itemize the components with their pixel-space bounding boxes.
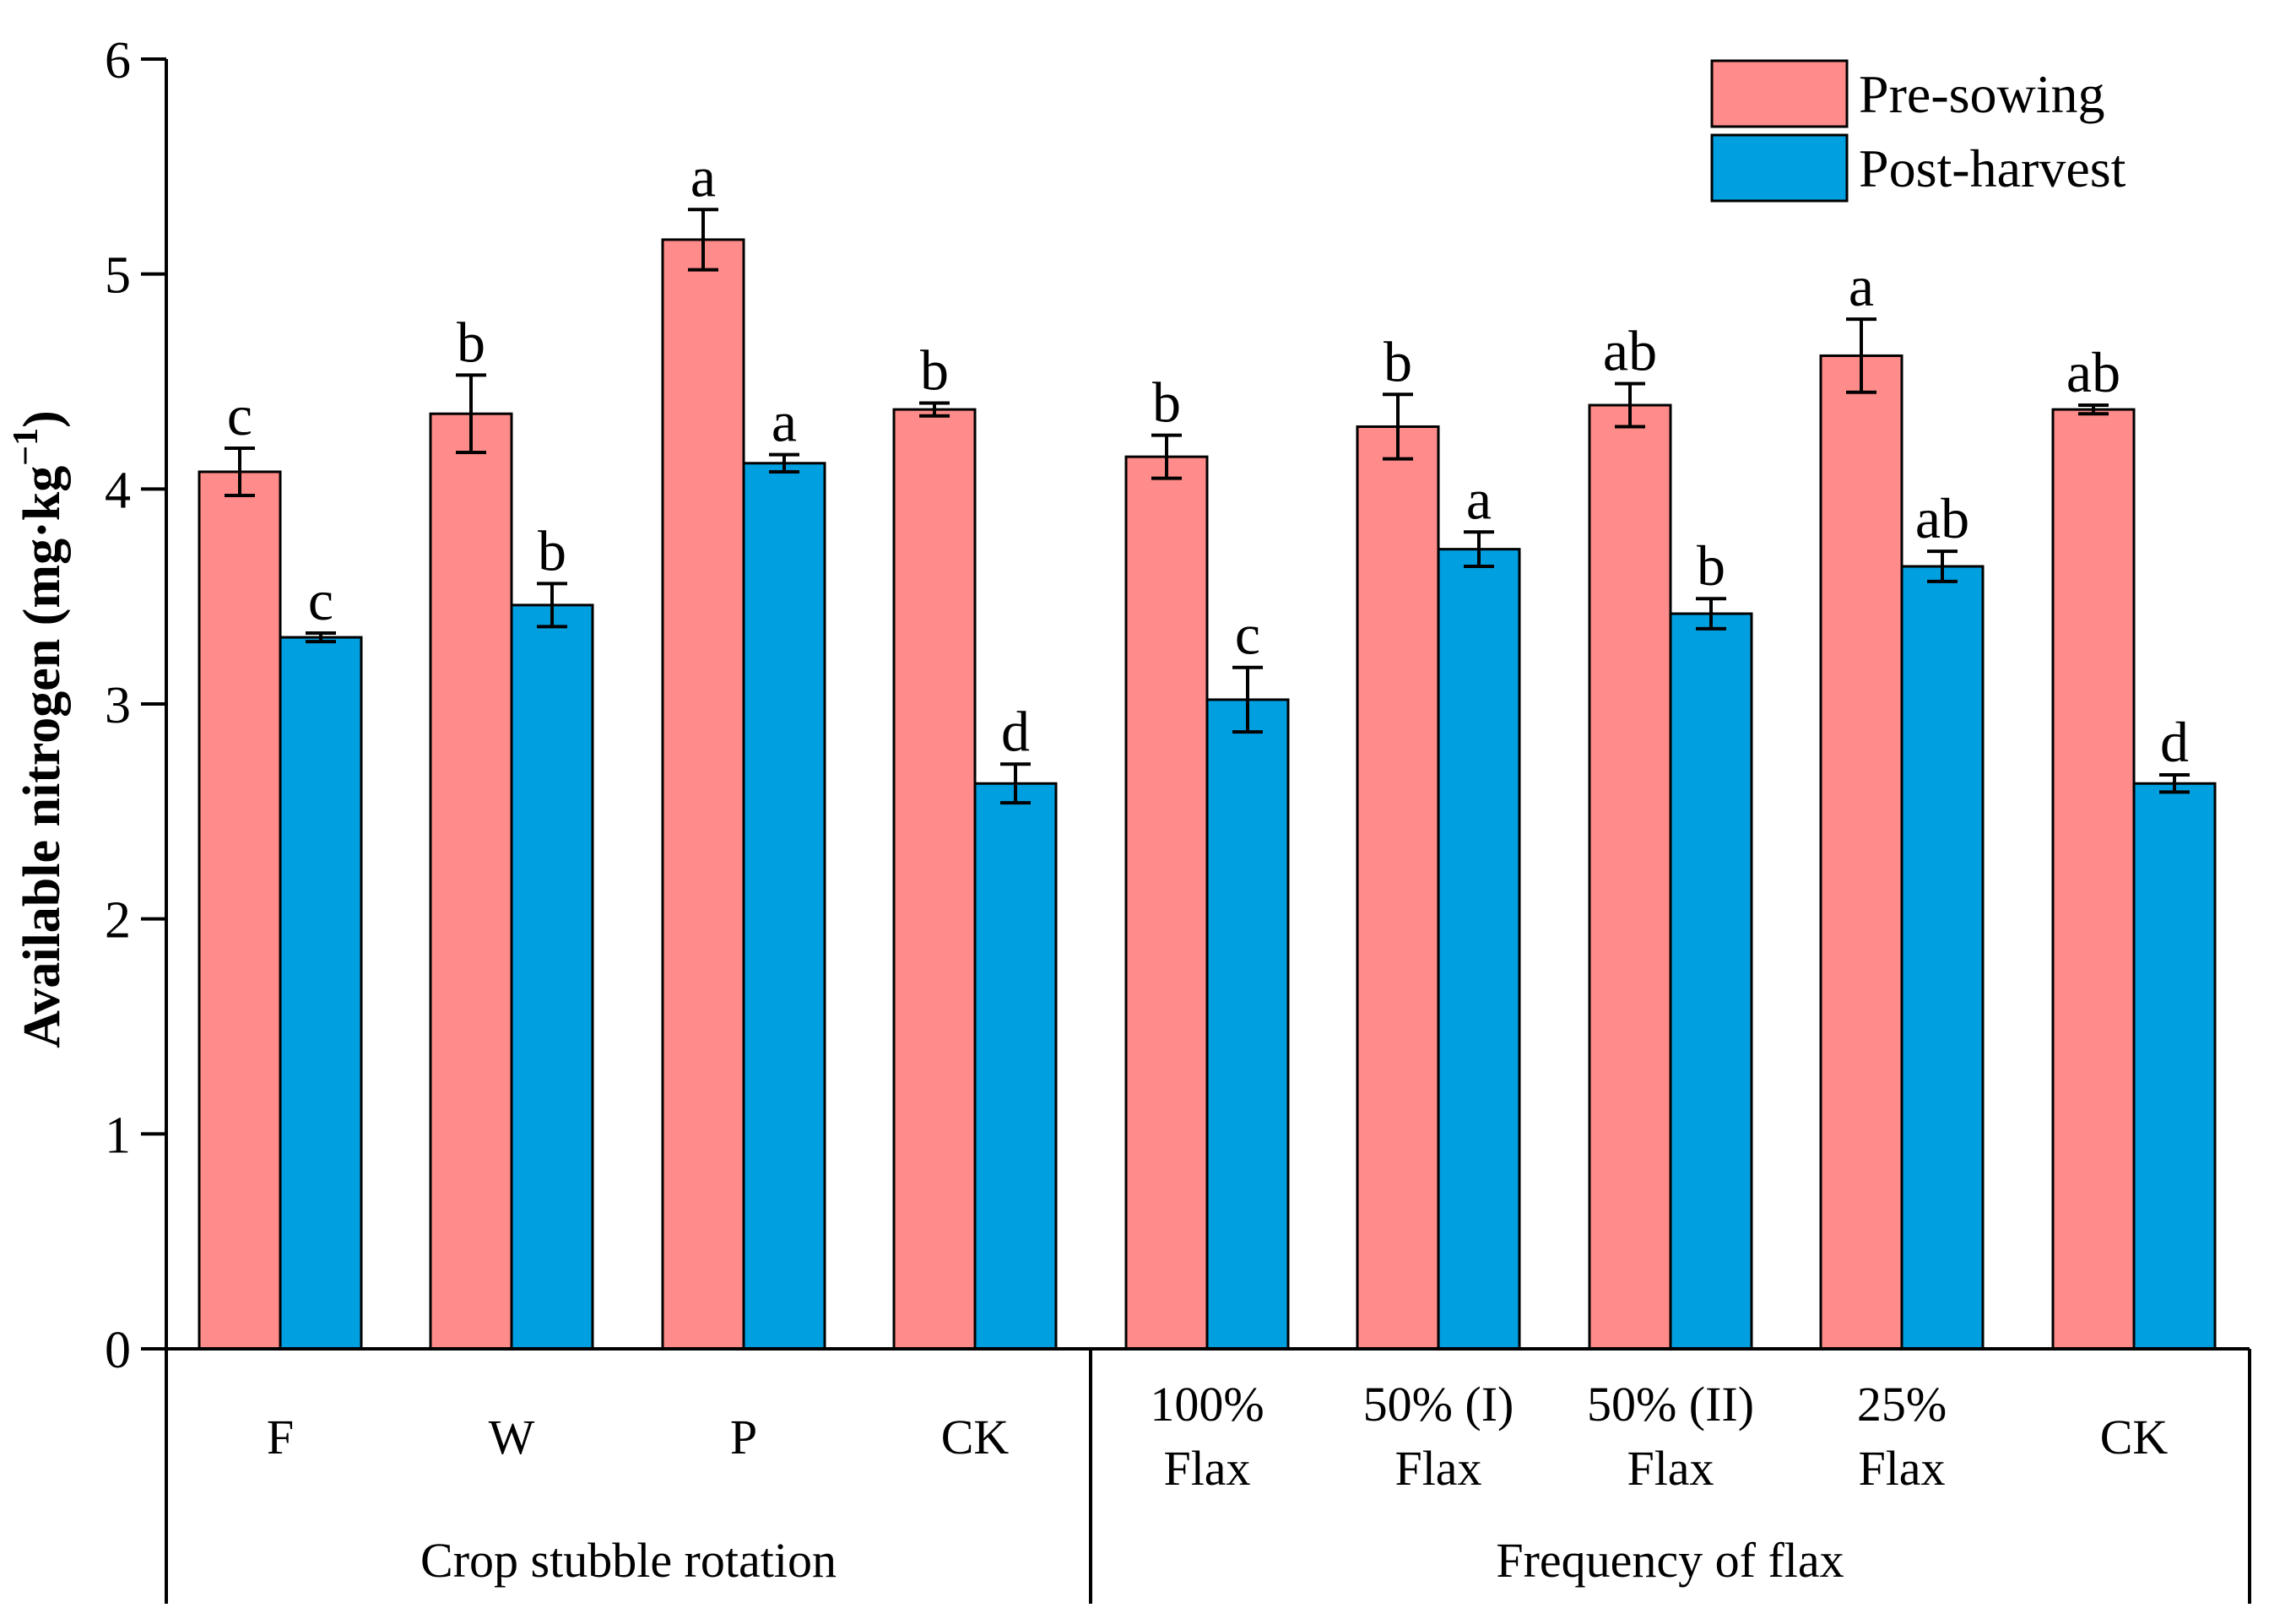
bar-pre-sowing-1 (429, 412, 513, 1351)
y-axis-title-close: ) (14, 410, 71, 428)
category-label-2: P (730, 1410, 757, 1464)
error-bar-post-7 (1927, 549, 1958, 583)
error-bar-post-2 (769, 452, 799, 474)
bar-post-harvest-6 (1669, 612, 1753, 1351)
error-bar-post-1 (537, 582, 567, 629)
error-bar-post-5 (1464, 530, 1494, 569)
category-label-6-line1: 50% (II) (1587, 1377, 1754, 1432)
category-label-3: CK (941, 1410, 1010, 1464)
bar-pre-sowing-7 (1819, 354, 1903, 1351)
bar-pre-sowing-6 (1588, 403, 1672, 1351)
y-axis-title: Available nitrogen (mg·kg−1) (7, 410, 71, 1048)
y-tick-label-2: 2 (105, 892, 131, 950)
error-bar-post-3 (1000, 762, 1031, 805)
significance-letter-pre-2: a (690, 144, 716, 208)
error-bar-pre-1 (456, 373, 486, 455)
bar-post-harvest-1 (510, 604, 594, 1351)
group-label-1: Frequency of flax (1496, 1533, 1844, 1588)
bar-post-harvest-5 (1437, 548, 1521, 1351)
legend: Pre-sowing Post-harvest (1710, 59, 2126, 203)
significance-letter-pre-1: b (457, 310, 485, 374)
bar-pre-sowing-5 (1356, 425, 1440, 1351)
y-axis-title-main: Available nitrogen (mg·kg (14, 466, 71, 1048)
significance-letter-pre-0: c (227, 383, 252, 447)
error-bar-post-0 (306, 631, 336, 644)
error-bar-post-6 (1696, 597, 1726, 631)
category-label-0: F (267, 1410, 294, 1464)
bar-post-harvest-0 (279, 636, 363, 1351)
error-bar-pre-3 (919, 401, 950, 418)
y-tick-label-4: 4 (105, 462, 131, 519)
bar-post-harvest-2 (742, 462, 826, 1351)
y-tick-label-5: 5 (105, 247, 131, 305)
significance-letter-post-7: ab (1915, 486, 1969, 550)
significance-letter-post-0: c (308, 568, 333, 632)
category-label-8: CK (2100, 1410, 2169, 1464)
legend-swatch-1 (1710, 133, 1849, 203)
significance-letter-pre-6: ab (1603, 319, 1657, 383)
category-label-4-line2: Flax (1163, 1441, 1250, 1496)
significance-letter-post-6: b (1697, 533, 1725, 598)
category-label-7-line1: 25% (1857, 1377, 1947, 1432)
bar-post-harvest-7 (1900, 565, 1985, 1351)
error-bar-pre-2 (688, 208, 718, 272)
bar-pre-sowing-2 (661, 238, 745, 1351)
significance-letter-post-3: d (1001, 699, 1030, 763)
y-tick-label-0: 0 (105, 1322, 131, 1379)
bar-pre-sowing-8 (2051, 408, 2136, 1351)
group-label-0: Crop stubble rotation (420, 1533, 837, 1588)
error-bar-post-8 (2159, 773, 2190, 794)
significance-letter-post-4: c (1235, 603, 1260, 667)
legend-label-0: Pre-sowing (1859, 64, 2105, 124)
significance-letter-post-1: b (538, 518, 566, 582)
bar-pre-sowing-4 (1124, 455, 1209, 1351)
category-label-6-line2: Flax (1627, 1441, 1714, 1496)
legend-entry-post-harvest: Post-harvest (1710, 133, 2126, 203)
legend-entry-pre-sowing: Pre-sowing (1710, 59, 2105, 128)
category-label-5-line1: 50% (I) (1363, 1377, 1514, 1432)
y-tick-label-6: 6 (105, 32, 131, 89)
y-axis-title-superscript: −1 (7, 428, 46, 466)
bar-post-harvest-3 (973, 782, 1058, 1351)
error-bar-pre-6 (1615, 382, 1645, 429)
significance-letter-post-2: a (772, 390, 797, 454)
error-bar-pre-4 (1151, 433, 1182, 480)
error-bars-layer (225, 208, 2190, 805)
y-tick-label-3: 3 (105, 677, 131, 734)
significance-letter-pre-8: ab (2066, 340, 2120, 404)
bar-pre-sowing-3 (892, 408, 977, 1351)
category-label-1: W (489, 1410, 535, 1464)
significance-letter-pre-7: a (1849, 254, 1874, 318)
category-label-7-line2: Flax (1858, 1441, 1945, 1496)
significance-letter-pre-5: b (1384, 329, 1412, 393)
bars-layer (198, 238, 2217, 1351)
error-bar-pre-5 (1383, 392, 1413, 461)
category-label-5-line2: Flax (1394, 1441, 1481, 1496)
significance-letter-pre-3: b (920, 338, 949, 402)
legend-swatch-0 (1710, 59, 1849, 128)
category-label-4-line1: 100% (1150, 1377, 1264, 1432)
bar-pre-sowing-0 (198, 470, 282, 1351)
axes-layer: 0 1 2 3 4 5 6 Available nitrogen (mg·kg−1) F W P CK… (7, 32, 2251, 1604)
error-bar-pre-7 (1846, 317, 1876, 394)
significance-letter-pre-4: b (1152, 371, 1181, 435)
bar-post-harvest-4 (1205, 698, 1290, 1351)
significance-letter-post-5: a (1466, 467, 1492, 531)
legend-label-1: Post-harvest (1859, 138, 2126, 198)
error-bar-pre-0 (225, 446, 255, 497)
error-bar-post-4 (1232, 665, 1263, 734)
y-tick-label-1: 1 (105, 1107, 131, 1164)
bar-post-harvest-8 (2132, 782, 2217, 1351)
significance-letter-post-8: d (2160, 710, 2189, 774)
error-bar-pre-8 (2078, 403, 2109, 416)
